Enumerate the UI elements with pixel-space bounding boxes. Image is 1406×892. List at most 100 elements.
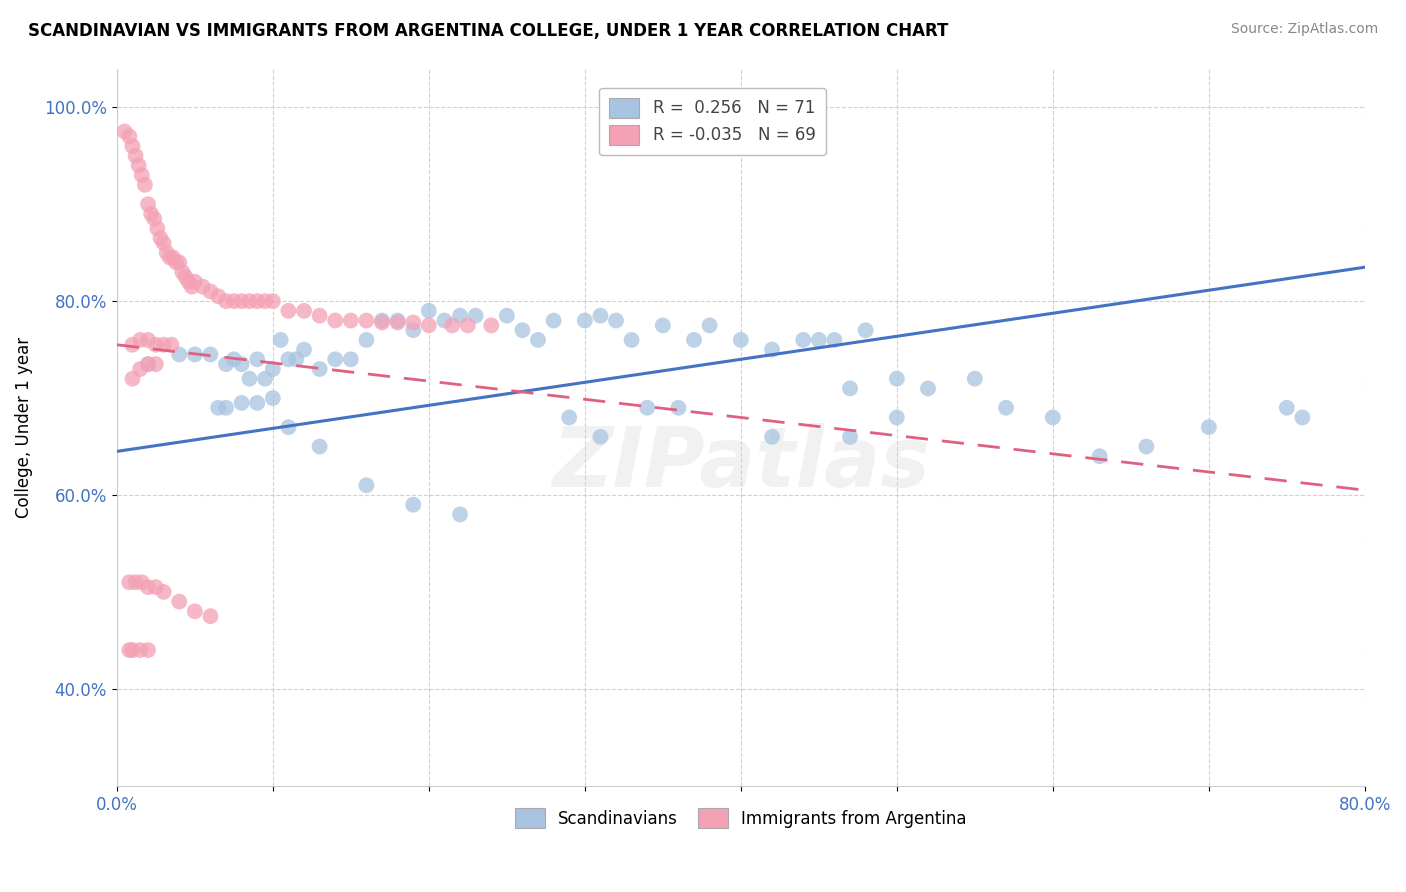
Point [231, 396, 253, 410]
Point [134, 178, 156, 192]
Point [121, 338, 143, 352]
Point [152, 585, 174, 599]
Point [129, 643, 152, 657]
Point [165, 255, 187, 269]
Point [231, 294, 253, 309]
Point [177, 275, 200, 289]
Point [152, 235, 174, 250]
Point [449, 508, 471, 522]
Point [589, 430, 612, 444]
Point [558, 410, 581, 425]
Point [246, 352, 269, 367]
Point [356, 313, 378, 327]
Point [167, 594, 190, 608]
Point [387, 313, 409, 327]
Point [1135, 440, 1157, 454]
Point [543, 313, 565, 327]
Point [402, 316, 425, 330]
Point [1088, 449, 1111, 463]
Point [128, 158, 150, 172]
Point [441, 318, 464, 333]
Point [464, 309, 486, 323]
Point [174, 269, 197, 284]
Point [761, 343, 783, 357]
Point [207, 289, 229, 303]
Point [238, 372, 260, 386]
Point [574, 313, 596, 327]
Point [246, 294, 269, 309]
Point [651, 318, 673, 333]
Point [371, 313, 394, 327]
Point [1042, 410, 1064, 425]
Point [145, 357, 167, 371]
Point [668, 401, 690, 415]
Point [792, 333, 814, 347]
Point [917, 381, 939, 395]
Point [270, 333, 292, 347]
Point [253, 294, 276, 309]
Point [167, 347, 190, 361]
Point [121, 372, 143, 386]
Point [246, 396, 269, 410]
Point [145, 580, 167, 594]
Point [371, 316, 394, 330]
Point [184, 275, 207, 289]
Point [253, 372, 276, 386]
Point [356, 333, 378, 347]
Point [136, 357, 159, 371]
Point [277, 352, 299, 367]
Point [512, 323, 534, 337]
Point [238, 294, 260, 309]
Point [340, 352, 363, 367]
Point [136, 357, 159, 371]
Point [308, 362, 330, 376]
Point [387, 316, 409, 330]
Point [308, 309, 330, 323]
Point [285, 352, 308, 367]
Point [191, 279, 214, 293]
Point [184, 604, 207, 618]
Point [222, 352, 245, 367]
Point [131, 575, 153, 590]
Point [215, 294, 238, 309]
Point [479, 318, 502, 333]
Point [172, 265, 194, 279]
Point [231, 357, 253, 371]
Point [143, 211, 166, 226]
Point [761, 430, 783, 444]
Point [418, 303, 440, 318]
Point [495, 309, 517, 323]
Point [118, 643, 141, 657]
Point [200, 285, 222, 299]
Point [146, 221, 169, 235]
Point [449, 309, 471, 323]
Point [136, 333, 159, 347]
Point [1291, 410, 1313, 425]
Point [160, 338, 183, 352]
Point [262, 294, 284, 309]
Point [527, 333, 550, 347]
Point [141, 207, 163, 221]
Point [118, 129, 141, 144]
Point [184, 347, 207, 361]
Text: Source: ZipAtlas.com: Source: ZipAtlas.com [1230, 22, 1378, 37]
Point [823, 333, 845, 347]
Point [589, 309, 612, 323]
Point [839, 381, 862, 395]
Text: ZIPatlas: ZIPatlas [553, 423, 929, 503]
Point [308, 440, 330, 454]
Point [418, 318, 440, 333]
Point [699, 318, 721, 333]
Point [262, 362, 284, 376]
Point [114, 124, 136, 138]
Point [402, 498, 425, 512]
Point [222, 294, 245, 309]
Point [121, 139, 143, 153]
Point [277, 303, 299, 318]
Point [292, 303, 315, 318]
Point [136, 580, 159, 594]
Point [167, 255, 190, 269]
Point [620, 333, 643, 347]
Point [159, 251, 181, 265]
Point [262, 391, 284, 405]
